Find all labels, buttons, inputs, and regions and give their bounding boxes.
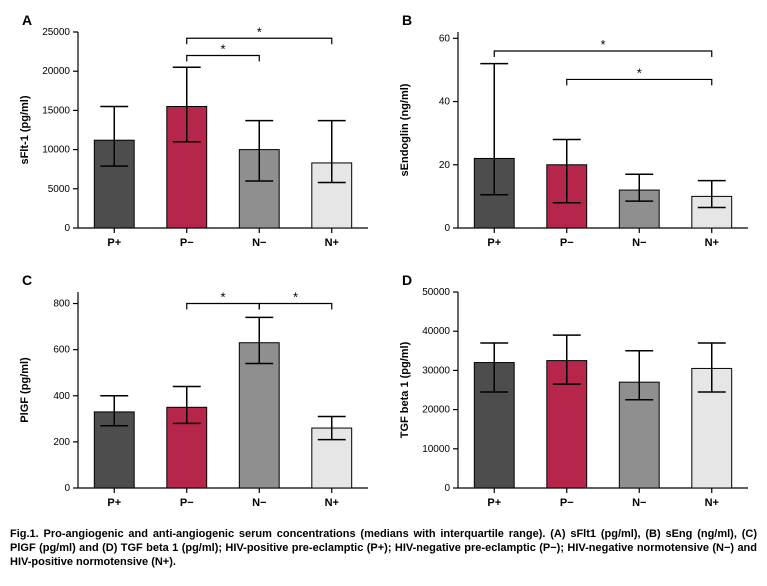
svg-text:*: * <box>220 290 225 305</box>
figure-caption: Fig.1. Pro-angiogenic and anti-angiogeni… <box>10 528 757 569</box>
svg-text:40000: 40000 <box>422 326 450 337</box>
panel-A: A 0 5000 10000 15000 20000 25000 sFlt-1 (pg/ml… <box>10 10 380 260</box>
svg-text:800: 800 <box>53 299 70 310</box>
svg-text:N−: N− <box>252 237 266 249</box>
svg-text:N+: N+ <box>705 237 719 249</box>
svg-text:*: * <box>293 290 298 305</box>
panel-A-label: A <box>22 12 32 28</box>
chart-B: 0 20 40 60 sEndoglin (ng/ml) P+ P− N− N+ * * <box>390 10 760 260</box>
svg-text:P−: P− <box>560 237 574 249</box>
panel-C: C 0 200 400 600 800 PlGF (pg/ml) P+ P− N− N+ * * <box>10 270 380 520</box>
svg-text:0: 0 <box>64 223 70 234</box>
svg-text:40: 40 <box>439 97 451 108</box>
svg-text:0: 0 <box>64 483 70 494</box>
panel-D: D 0 10000 20000 30000 40000 50000 TGF beta 1 (… <box>390 270 760 520</box>
svg-text:P−: P− <box>180 237 194 249</box>
svg-text:N−: N− <box>252 497 266 509</box>
svg-text:TGF beta 1 (pg/ml): TGF beta 1 (pg/ml) <box>399 341 411 438</box>
svg-text:sEndoglin (ng/ml): sEndoglin (ng/ml) <box>399 83 411 176</box>
svg-text:0: 0 <box>444 223 450 234</box>
svg-text:5000: 5000 <box>48 184 71 195</box>
panel-B-label: B <box>402 12 412 28</box>
svg-text:20000: 20000 <box>42 66 70 77</box>
svg-text:10000: 10000 <box>42 145 70 156</box>
svg-text:*: * <box>220 42 225 57</box>
svg-text:sFlt-1 (pg/ml): sFlt-1 (pg/ml) <box>19 95 31 164</box>
svg-text:600: 600 <box>53 345 70 356</box>
panel-C-label: C <box>22 272 32 288</box>
svg-text:N+: N+ <box>325 497 339 509</box>
chart-D: 0 10000 20000 30000 40000 50000 TGF beta 1 (pg… <box>390 270 760 520</box>
figure-grid: A 0500010000150002000025000sFlt-1 (pg/ml… <box>10 10 757 520</box>
svg-text:N−: N− <box>632 497 646 509</box>
svg-text:20: 20 <box>439 160 451 171</box>
svg-text:*: * <box>637 65 642 80</box>
svg-text:N+: N+ <box>325 237 339 249</box>
svg-text:10000: 10000 <box>422 444 450 455</box>
svg-text:400: 400 <box>53 391 70 402</box>
svg-text:15000: 15000 <box>42 105 70 116</box>
svg-text:50000: 50000 <box>422 287 450 298</box>
svg-text:30000: 30000 <box>422 365 450 376</box>
svg-text:N−: N− <box>632 237 646 249</box>
svg-text:*: * <box>600 37 605 52</box>
svg-text:*: * <box>257 24 262 39</box>
svg-text:P+: P+ <box>487 237 501 249</box>
svg-text:0: 0 <box>444 483 450 494</box>
svg-text:P−: P− <box>180 497 194 509</box>
panel-B: B 0 20 40 60 sEndoglin (ng/ml) P+ P− N− N+ * * <box>390 10 760 260</box>
chart-C: 0 200 400 600 800 PlGF (pg/ml) P+ P− N− N+ * * <box>10 270 380 520</box>
svg-text:20000: 20000 <box>422 405 450 416</box>
svg-text:P−: P− <box>560 497 574 509</box>
svg-text:P+: P+ <box>107 497 121 509</box>
svg-text:25000: 25000 <box>42 27 70 38</box>
svg-text:P+: P+ <box>487 497 501 509</box>
svg-text:200: 200 <box>53 437 70 448</box>
svg-text:P+: P+ <box>107 237 121 249</box>
panel-D-label: D <box>402 272 412 288</box>
chart-A: 0 5000 10000 15000 20000 25000 sFlt-1 (pg/ml) P… <box>10 10 380 260</box>
svg-text:PlGF (pg/ml): PlGF (pg/ml) <box>19 357 31 423</box>
svg-text:60: 60 <box>439 33 451 44</box>
svg-text:N+: N+ <box>705 497 719 509</box>
